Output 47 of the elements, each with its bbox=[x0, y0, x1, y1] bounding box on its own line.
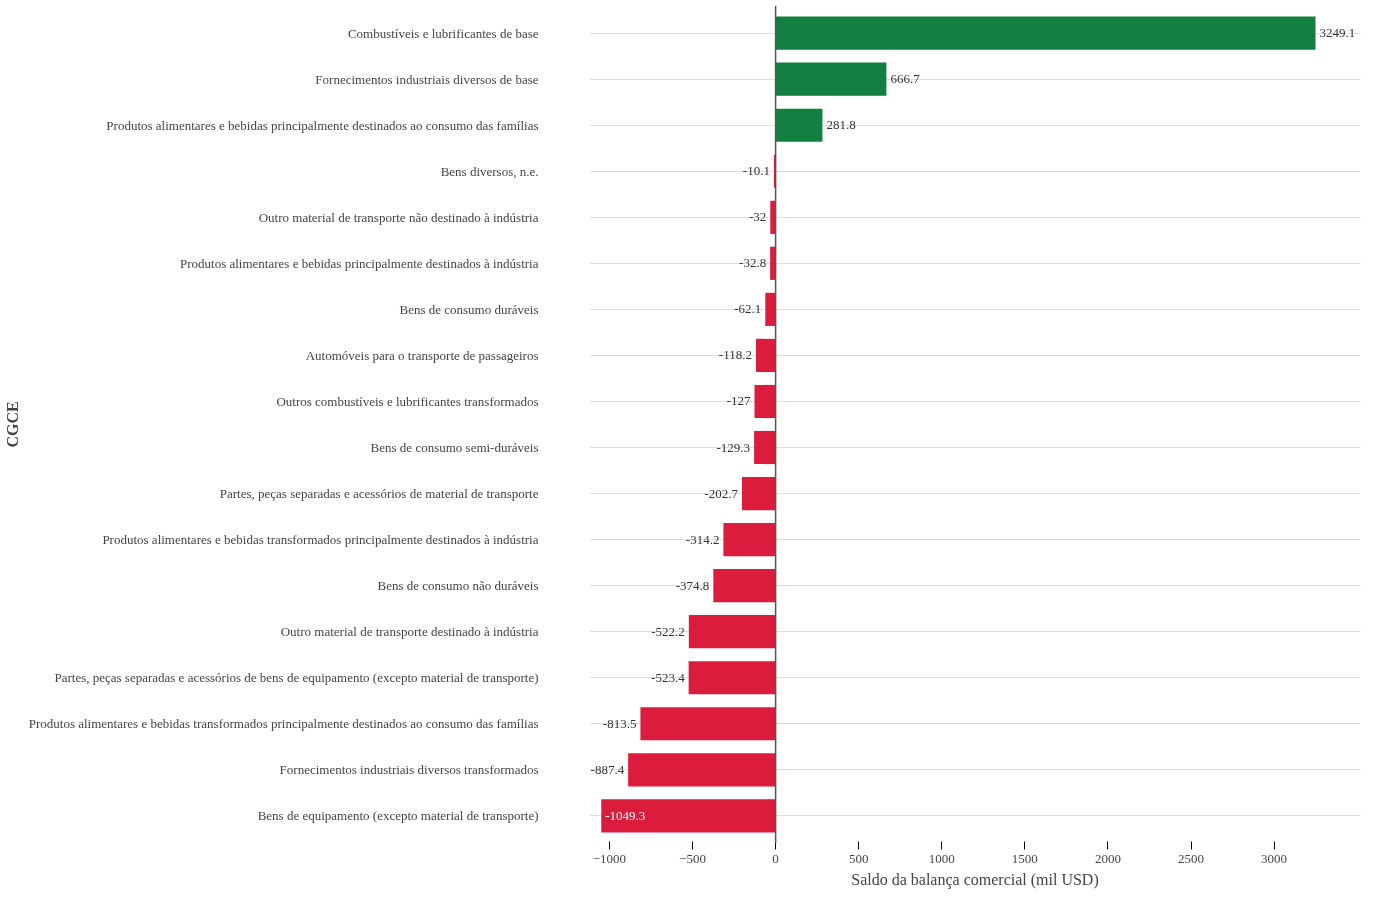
data-label: -813.5 bbox=[602, 715, 637, 731]
data-label: -202.7 bbox=[704, 485, 739, 501]
x-tick-label: 500 bbox=[848, 850, 869, 866]
y-tick-label: Outros combustíveis e lubrificantes transformados bbox=[276, 393, 539, 409]
y-tick-label: Produtos alimentares e bebidas transformados principalmente destinados à indústria bbox=[102, 532, 539, 548]
y-tick-label: Bens de consumo não duráveis bbox=[377, 578, 539, 594]
data-label: -32.8 bbox=[739, 255, 767, 271]
y-tick-label: Produtos alimentares e bebidas transformados principalmente destinados ao consumo das famílias bbox=[28, 716, 539, 732]
x-tick-label: 0 bbox=[772, 850, 779, 866]
data-label: 3249.1 bbox=[1319, 25, 1356, 41]
x-tick-label: 2000 bbox=[1094, 850, 1121, 866]
data-label: 281.8 bbox=[826, 117, 856, 133]
x-axis-title: Saldo da balança comercial (mil USD) bbox=[851, 870, 1099, 889]
data-label: -32 bbox=[748, 209, 767, 225]
data-label: 666.7 bbox=[890, 71, 921, 87]
x-tick-label: 2500 bbox=[1178, 850, 1205, 866]
data-label: -10.1 bbox=[742, 163, 770, 179]
y-tick-label: Fornecimentos industriais diversos de base bbox=[315, 71, 539, 87]
y-axis-title: CGCE bbox=[3, 401, 21, 448]
data-label: -118.2 bbox=[718, 347, 752, 363]
y-tick-label: Bens de equipamento (excepto material de transporte) bbox=[257, 808, 539, 824]
data-label: -522.2 bbox=[651, 623, 685, 639]
data-label: -374.8 bbox=[675, 577, 710, 593]
x-tick-label: 1000 bbox=[928, 850, 955, 866]
data-label: -1049.3 bbox=[605, 807, 646, 823]
y-tick-label: Produtos alimentares e bebidas principalmente destinados ao consumo das famílias bbox=[106, 117, 539, 133]
data-label: -887.4 bbox=[590, 761, 625, 777]
y-tick-label: Partes, peças separadas e acessórios de material de transporte bbox=[219, 486, 539, 502]
y-tick-label: Bens de consumo semi-duráveis bbox=[370, 440, 539, 456]
data-label: -62.1 bbox=[734, 301, 762, 317]
x-tick-label: −1000 bbox=[592, 850, 627, 866]
y-tick-label: Bens diversos, n.e. bbox=[440, 163, 539, 179]
data-label: -523.4 bbox=[651, 669, 686, 685]
x-tick-label: −500 bbox=[679, 850, 706, 866]
x-tick-label: 1500 bbox=[1011, 850, 1038, 866]
data-label: -127 bbox=[726, 393, 751, 409]
y-tick-label: Automóveis para o transporte de passageiros bbox=[305, 347, 539, 363]
y-tick-label: Bens de consumo duráveis bbox=[399, 301, 539, 317]
data-label: -129.3 bbox=[716, 439, 751, 455]
y-tick-label: Fornecimentos industriais diversos transformados bbox=[279, 762, 539, 778]
x-tick-label: 3000 bbox=[1261, 850, 1288, 866]
y-tick-label: Combustíveis e lubrificantes de base bbox=[347, 25, 539, 41]
y-tick-label: Produtos alimentares e bebidas principalmente destinados à indústria bbox=[180, 255, 539, 271]
data-label: -314.2 bbox=[685, 531, 720, 547]
y-tick-label: Partes, peças separadas e acessórios de bens de equipamento (excepto material de transporte) bbox=[54, 670, 539, 686]
y-tick-label: Outro material de transporte não destinado à indústria bbox=[258, 209, 539, 225]
y-tick-label: Outro material de transporte destinado à indústria bbox=[280, 624, 539, 640]
